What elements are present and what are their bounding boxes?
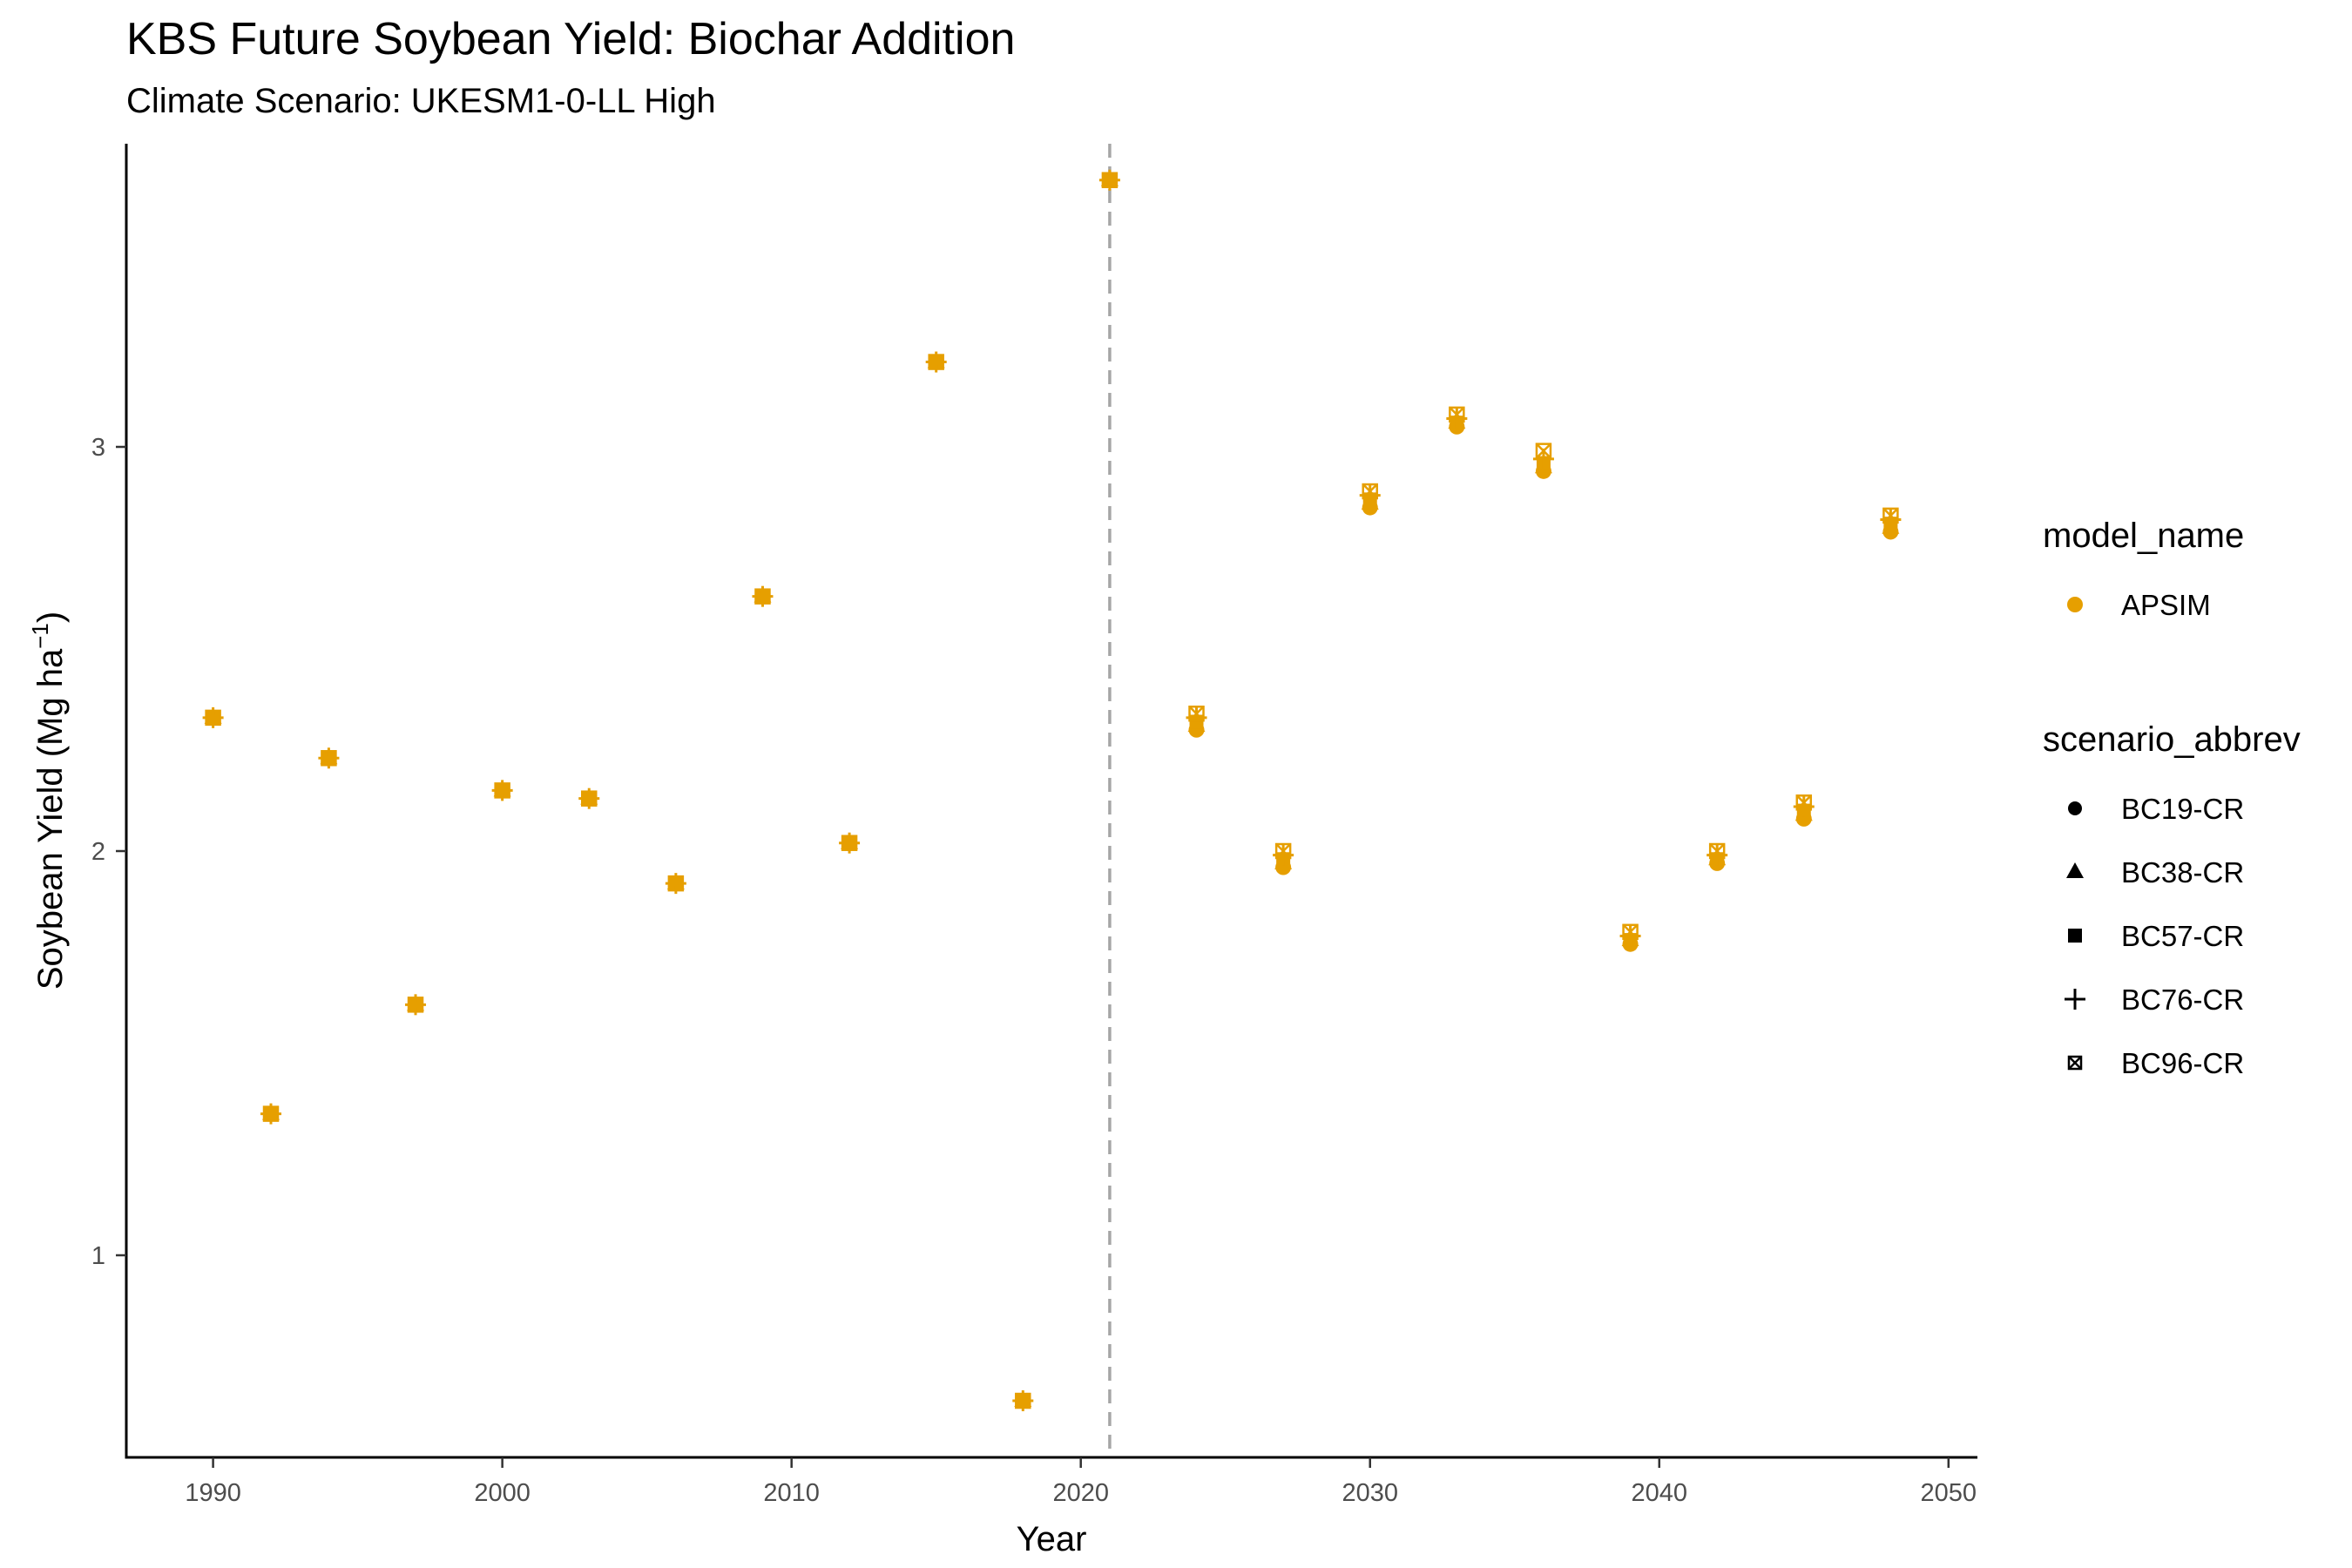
legend-key-plus bbox=[2065, 989, 2085, 1010]
legend-label-apsim: APSIM bbox=[2121, 589, 2211, 621]
data-points-layer bbox=[202, 169, 1902, 1412]
y-ticks: 1 2 3 bbox=[91, 434, 126, 1270]
series-bc96-cr bbox=[205, 172, 1899, 1409]
data-point bbox=[1274, 842, 1292, 860]
y-tick-label: 1 bbox=[91, 1242, 105, 1270]
data-point bbox=[407, 997, 424, 1013]
x-tick-label: 2020 bbox=[1052, 1479, 1109, 1507]
data-point bbox=[581, 790, 598, 807]
legend-label-bc38: BC38-CR bbox=[2121, 856, 2244, 889]
series-bc19-cr bbox=[205, 172, 1899, 1409]
axes-layer bbox=[125, 144, 1977, 1459]
y-axis-title-end: ) bbox=[31, 612, 70, 623]
data-point bbox=[205, 709, 221, 727]
data-point bbox=[841, 835, 858, 851]
chart-subtitle: Climate Scenario: UKESM1-0-LL High bbox=[126, 82, 716, 120]
legend-shape-title: scenario_abbrev bbox=[2043, 720, 2301, 759]
data-point bbox=[754, 588, 771, 605]
legend-key-square bbox=[2068, 929, 2082, 943]
data-point bbox=[667, 875, 685, 892]
data-point bbox=[262, 1105, 280, 1122]
legend-key-triangle bbox=[2066, 862, 2084, 878]
x-tick-label: 2000 bbox=[474, 1479, 531, 1507]
legend-key-apsim bbox=[2067, 597, 2083, 612]
data-point bbox=[494, 782, 510, 799]
series-bc57-cr bbox=[206, 172, 1898, 1409]
data-point bbox=[1015, 1392, 1031, 1409]
data-point bbox=[1188, 705, 1205, 722]
y-tick-label: 2 bbox=[91, 838, 105, 866]
legend: model_name APSIM scenario_abbrev BC19-CR… bbox=[2043, 517, 2301, 1079]
data-point bbox=[1535, 443, 1552, 459]
legend-label-bc76: BC76-CR bbox=[2121, 983, 2244, 1016]
legend-label-bc96: BC96-CR bbox=[2121, 1047, 2244, 1079]
x-tick-label: 2040 bbox=[1632, 1479, 1688, 1507]
data-point bbox=[321, 750, 337, 767]
y-axis-title-main: Soybean Yield (Mg ha bbox=[31, 648, 70, 990]
legend-color-title: model_name bbox=[2043, 517, 2244, 555]
data-point bbox=[1708, 842, 1726, 860]
data-point bbox=[1622, 923, 1639, 941]
x-tick-label: 1990 bbox=[185, 1479, 241, 1507]
legend-label-bc19: BC19-CR bbox=[2121, 793, 2244, 825]
legend-key-circle bbox=[2068, 801, 2082, 815]
series-bc38-cr bbox=[204, 170, 1900, 1408]
y-tick-label: 3 bbox=[91, 434, 105, 462]
data-point bbox=[1362, 483, 1378, 500]
x-tick-label: 2010 bbox=[763, 1479, 820, 1507]
x-axis-title: Year bbox=[1017, 1520, 1087, 1558]
legend-key-boxcross bbox=[2067, 1055, 2083, 1071]
data-point bbox=[1101, 172, 1119, 189]
y-axis-title: Soybean Yield (Mg ha−1) bbox=[27, 612, 70, 990]
data-point bbox=[1795, 794, 1813, 811]
data-point bbox=[1449, 406, 1465, 423]
legend-label-bc57: BC57-CR bbox=[2121, 920, 2244, 952]
y-axis-title-superscript: −1 bbox=[27, 623, 53, 649]
chart-title: KBS Future Soybean Yield: Biochar Additi… bbox=[126, 14, 1016, 64]
data-point bbox=[928, 354, 944, 370]
x-tick-label: 2030 bbox=[1342, 1479, 1398, 1507]
x-ticks: 1990 2000 2010 2020 2030 2040 2050 bbox=[185, 1457, 1977, 1507]
x-tick-label: 2050 bbox=[1921, 1479, 1977, 1507]
data-point bbox=[1882, 507, 1899, 524]
series-bc76-cr bbox=[202, 169, 1902, 1412]
